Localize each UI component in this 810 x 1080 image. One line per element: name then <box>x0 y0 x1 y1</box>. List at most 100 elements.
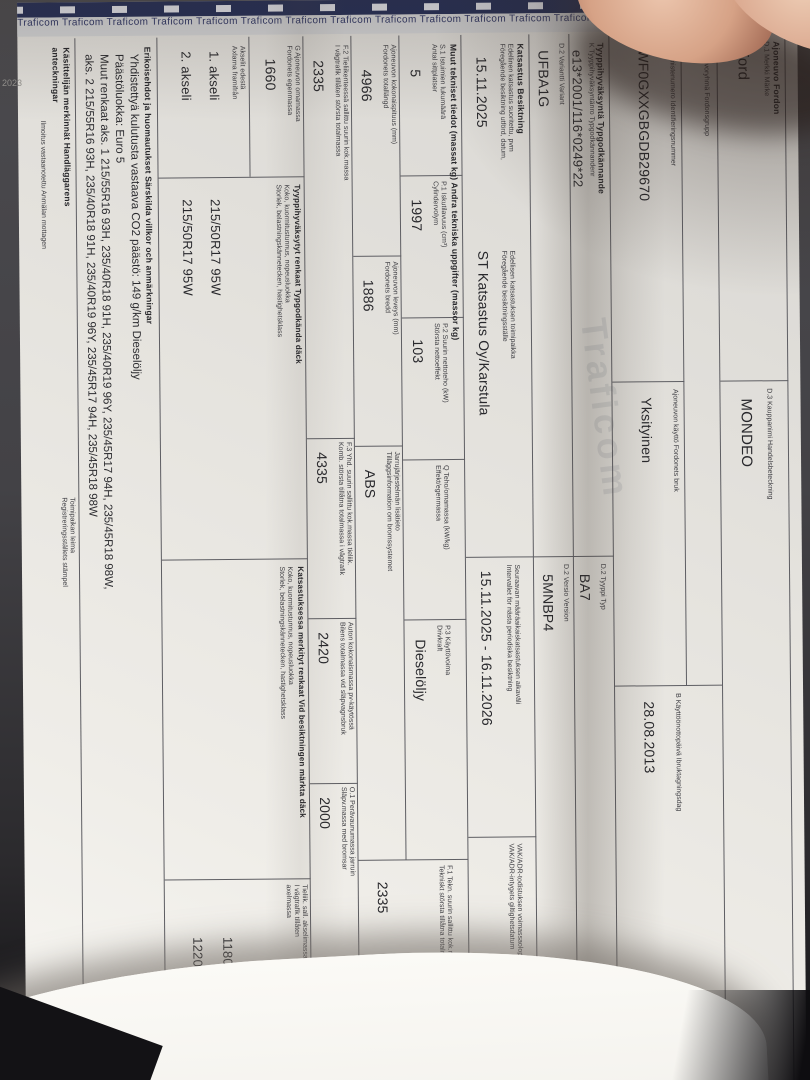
value-f1-max-mass: 2335 <box>374 881 391 914</box>
label-s1-seats-fi: S.1 Istuimien lukumäärä <box>438 44 447 120</box>
field-label-d2-version: D.2 Versio Version <box>561 564 570 622</box>
watermark-text: Traficom <box>572 315 638 502</box>
label-brake-info-sv: Tilläggsinformation om bromssystemet <box>384 451 394 572</box>
label-previous-inspection-place-sv: Föregående besiktningsställe <box>500 250 509 342</box>
label-width-fi: Ajoneuvon leveys (mm) <box>391 261 399 335</box>
value-approved-tyre-axle-1: 215/50R17 95W <box>207 199 224 296</box>
registration-certificate-document: Traficom Traficom Traficom Traficom Traf… <box>17 0 807 1080</box>
value-axle-2: 2. akseli <box>178 51 194 101</box>
field-label-d2-type: D.2 Tyyppi Typ <box>598 563 607 610</box>
value-width: 1886 <box>360 279 377 312</box>
header-inspection-marked-tyres: Katsastuksessa merkityt renkaat Vid besi… <box>295 566 308 818</box>
label-trailer-use-mass-fi: Auton kokonaismassa pv-käytössä <box>346 621 355 730</box>
label-trailer-use-mass-sv: Bilens totalmassa vid släpvagnsbruk <box>338 621 347 735</box>
label-vak-adr-validity-fi: VAK/ADR-todistuksen voimassaolopvm <box>515 843 524 966</box>
field-label-b-first-registration: B Käyttöönottopäivä Ibruktagningsdag <box>674 693 683 812</box>
label-q-power-mass-sv: Effekt/egenmassa <box>434 465 442 522</box>
field-value-vehicle-use: Yksityinen <box>638 397 656 464</box>
label-p3-fuel-sv: Drivkraft <box>435 625 443 652</box>
rule <box>161 558 308 561</box>
label-o1-braked-trailer-sv: Släpv.massa med bromsar <box>339 786 348 870</box>
label-road-axle-mass-1: Tieliik. sall. akselimassat <box>300 884 309 961</box>
field-label-d2-variant: D.2 Variantti Variant <box>557 43 565 105</box>
value-trailer-use-mass: 2420 <box>315 632 332 665</box>
label-office-stamp-sv: Registreringsställets stämpel <box>60 497 69 587</box>
special-condition-co2: Yhdistettyä kulutusta vastaava CO2 pääst… <box>127 53 143 380</box>
label-inspection-tyre-size-sv: Storlek, belastningskännetecken, hastigh… <box>277 566 287 720</box>
label-g-kerb-mass-sv: Fordonets egenmassa <box>285 45 294 116</box>
rule <box>784 32 795 1080</box>
rule <box>608 33 619 1080</box>
label-f3-combination-mass-fi: F.3 Yhd. suurin sallittu kok.massa tieli… <box>344 441 353 566</box>
label-s1-seats-sv: Antal sittplatser <box>430 44 438 93</box>
section-title-technical-data: Muut tekniset tiedot (massat kg) Andra t… <box>448 43 461 341</box>
value-brake-info: ABS <box>362 469 379 499</box>
label-q-power-mass-fi: Q Teho/omamassa (kW/kg) <box>442 465 450 550</box>
value-next-inspection-interval: 15.11.2025 - 16.11.2026 <box>478 570 496 726</box>
header-type-approved-tyres: Tyyppihyväksytyt renkaat Typgodkända däc… <box>292 184 304 364</box>
label-length-sv: Fordonets totallängd <box>381 44 389 109</box>
rule <box>615 684 724 687</box>
label-f2-road-max-mass-sv: I vägtrafik tillåten största totalmassa <box>333 44 342 157</box>
rule <box>308 617 357 620</box>
label-inspection-tyre-size-fi: Koko, kuormitustunnus, nopeusluokka <box>285 566 294 685</box>
value-length: 4966 <box>358 69 375 102</box>
rule <box>353 255 402 257</box>
label-width-sv: Fordonets bredd <box>383 261 391 313</box>
label-road-axle-mass-2: I vägtrafik tillåten <box>292 884 301 937</box>
rule <box>248 36 251 177</box>
label-previous-inspection-date-sv: Föregående besiktning utförd, datum, <box>498 43 507 160</box>
value-displacement: 1997 <box>408 199 426 232</box>
label-p1-displacement-sv: Cylindervolym <box>431 181 439 226</box>
label-g-kerb-mass-fi: G Ajoneuvon omamassa <box>293 45 302 122</box>
label-length-fi: Ajoneuvon kokonaispituus (mm) <box>389 44 398 145</box>
label-office-stamp-fi: Toimipaikan leima <box>68 497 76 554</box>
value-f3-combination-mass: 4335 <box>313 452 331 485</box>
label-axles-from-front-sv: Axlarna framifrån <box>230 45 238 100</box>
label-brake-info-fi: Jarrujärjestelmän lisätieto <box>392 451 401 531</box>
label-p1-displacement-fi: P.1 Iskutilavuus (cm³) <box>439 181 448 248</box>
rule <box>468 836 537 838</box>
field-value-first-registration-date: 28.08.2013 <box>641 701 658 774</box>
label-tyre-size-sv: Storlek, belastningskännetecken, hastigh… <box>274 184 283 338</box>
value-o1-braked-trailer: 2000 <box>316 797 334 830</box>
value-kerb-mass: 1660 <box>262 58 279 91</box>
section-title-special-conditions: Erikoisehdot ja huomautukset Särskilda v… <box>142 46 155 325</box>
rule <box>158 176 305 179</box>
label-previous-inspection-place-fi: Edellisen katsastuksen toimipaikka <box>508 250 517 359</box>
label-previous-inspection-date-fi: Edellinen katsastus suoritettu, pvm <box>506 43 515 152</box>
field-value-trade-name: MONDEO <box>737 398 756 468</box>
label-o1-braked-trailer-fi: O.1 Perävaunumassa jarruin <box>347 786 356 877</box>
label-axles-from-front-fi: Akselit edestä <box>238 45 246 90</box>
rule <box>404 618 467 621</box>
value-previous-inspection-date: 15.11.2025 <box>473 56 491 128</box>
rule <box>720 380 789 382</box>
value-seats: 5 <box>407 69 424 78</box>
rule <box>716 32 727 1080</box>
rule <box>306 437 355 440</box>
label-next-inspection-interval-sv: Intervallet för nästa periodiska besiktn… <box>504 564 514 692</box>
section-title-handler-notes-line1: Käsittelijän merkinnät Handläggarens <box>61 47 73 207</box>
value-fuel: Dieselöljy <box>412 639 430 702</box>
field-value-variant: UFBA1G <box>535 50 552 108</box>
label-notification-received: Ilmoitus vastaanotettu Anmälan mottagen <box>39 120 48 250</box>
field-label-vehicle-use: Ajoneuvon käyttö Fordonets bruk <box>671 389 680 492</box>
special-condition-other-tyres-axle2: aks. 2 215/55R16 93H, 235/40R18 91H, 235… <box>82 54 99 517</box>
rule <box>309 782 358 785</box>
rule <box>354 445 403 447</box>
value-axle-1: 1. akseli <box>206 51 222 101</box>
value-approved-tyre-axle-2: 215/50R17 95W <box>179 199 196 296</box>
rule <box>612 380 685 383</box>
value-axle-mass-1: 1180 <box>220 936 236 966</box>
background-corner-bottom-right <box>560 990 810 1080</box>
rule <box>164 878 311 881</box>
value-axle-mass-2: 1220 <box>190 937 206 968</box>
value-previous-inspection-place: ST Katsastus Oy/Karstula <box>475 250 493 416</box>
value-power: 103 <box>409 339 427 364</box>
label-tyre-size-fi: Koko, kuormitustunnus, nopeusluokka <box>282 184 291 303</box>
label-road-axle-mass-3: axelmassa <box>284 884 293 918</box>
label-f2-road-max-mass-fi: F.2 Tieliikenteessä sallittu suurin kok.… <box>341 44 350 181</box>
field-value-version: 5MNBP4 <box>540 574 557 632</box>
rule <box>680 33 688 685</box>
